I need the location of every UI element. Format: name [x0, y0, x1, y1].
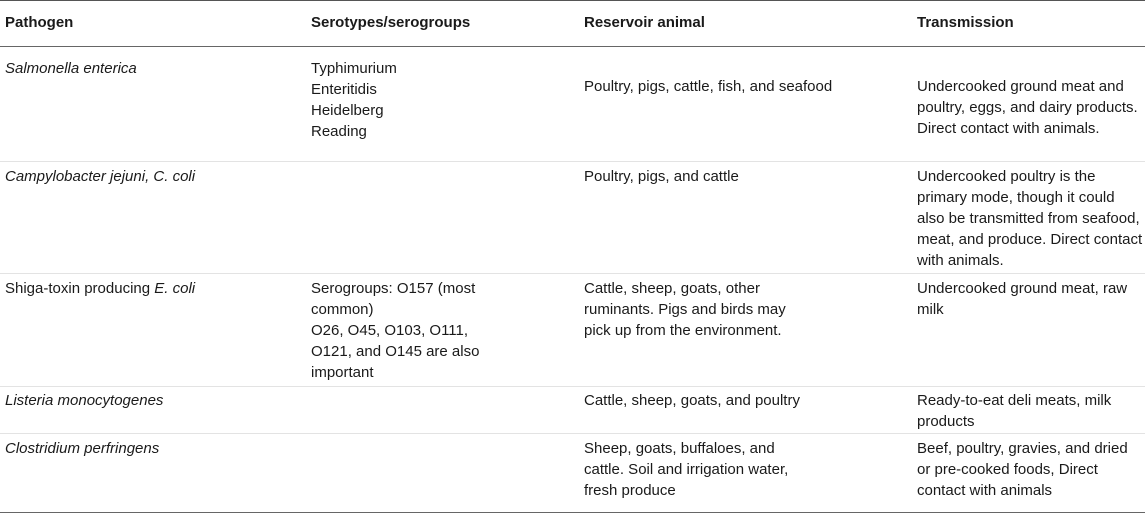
- row-3-pathogen: Shiga-toxin producing E. coli: [5, 278, 295, 299]
- row-1-reservoir: Poultry, pigs, cattle, fish, and seafood: [584, 78, 833, 95]
- row-3-reservoir: Cattle, sheep, goats, other ruminants. P…: [584, 280, 786, 339]
- header-serotypes: Serotypes/serogroups: [311, 14, 471, 31]
- serotype-item: Typhimurium: [311, 60, 397, 77]
- row-3-transmission: Undercooked ground meat, raw milk: [917, 280, 1128, 318]
- header-pathogen: Pathogen: [5, 14, 74, 31]
- table-top-rule: [0, 0, 1145, 1]
- row-2-reservoir: Poultry, pigs, and cattle: [584, 168, 739, 185]
- serotype-item: Heidelberg: [311, 102, 384, 119]
- row-2-pathogen: Campylobacter jejuni, C. coli: [5, 168, 196, 185]
- serotype-item: Serogroups: O157 (most common): [311, 280, 476, 318]
- serotype-item: Reading: [311, 123, 367, 140]
- row-4-pathogen: Listeria monocytogenes: [5, 392, 164, 409]
- row-separator: [0, 273, 1145, 274]
- row-3-pathogen-prefix: Shiga-toxin producing: [5, 280, 155, 297]
- row-4-reservoir: Cattle, sheep, goats, and poultry: [584, 392, 800, 409]
- header-rule: [0, 46, 1145, 47]
- serotype-item: O26, O45, O103, O111, O121, and O145 are…: [311, 322, 480, 381]
- row-separator: [0, 386, 1145, 387]
- row-separator: [0, 433, 1145, 434]
- row-5-reservoir: Sheep, goats, buffaloes, and cattle. Soi…: [584, 440, 789, 499]
- row-5-pathogen: Clostridium perfringens: [5, 440, 160, 457]
- header-transmission: Transmission: [917, 14, 1014, 31]
- row-1-serotypes: Typhimurium Enteritidis Heidelberg Readi…: [311, 58, 511, 142]
- row-1-pathogen: Salmonella enterica: [5, 60, 137, 77]
- row-3-pathogen-italic: E. coli: [154, 280, 196, 297]
- row-5-transmission: Beef, poultry, gravies, and dried or pre…: [917, 440, 1128, 499]
- table-bottom-rule: [0, 512, 1145, 513]
- row-3-serotypes: Serogroups: O157 (most common) O26, O45,…: [311, 278, 481, 383]
- row-1-transmission: Undercooked ground meat and poultry, egg…: [917, 78, 1138, 137]
- row-2-transmission: Undercooked poultry is the primary mode,…: [917, 168, 1143, 269]
- header-reservoir: Reservoir animal: [584, 14, 705, 31]
- serotype-item: Enteritidis: [311, 81, 377, 98]
- row-4-transmission: Ready-to-eat deli meats, milk products: [917, 392, 1112, 430]
- row-separator: [0, 161, 1145, 162]
